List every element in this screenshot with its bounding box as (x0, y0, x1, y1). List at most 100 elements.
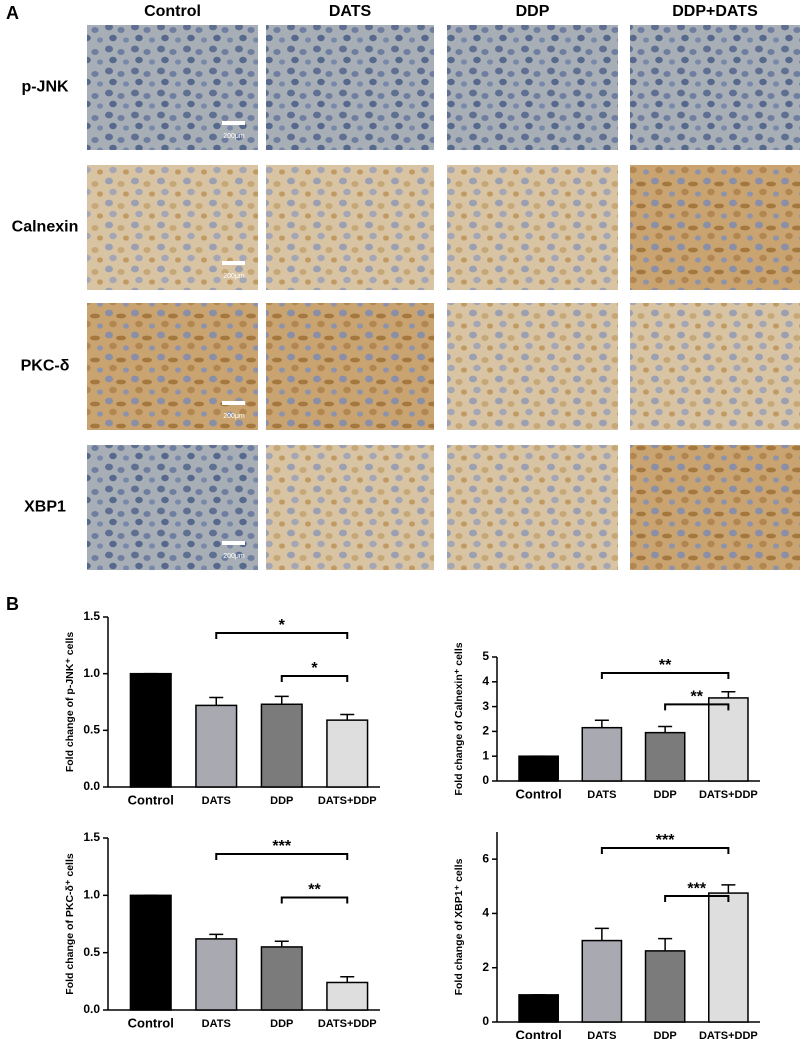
column-label: DATS (329, 3, 372, 20)
significance-label: ** (691, 689, 704, 706)
y-tick-label: 1.5 (83, 609, 100, 623)
x-tick-label: Control (516, 786, 562, 801)
significance-label: *** (656, 832, 675, 849)
micrograph (630, 25, 800, 150)
error-bar (721, 884, 736, 894)
bar (129, 672, 172, 788)
micrograph (87, 445, 258, 570)
y-tick-label: 2 (482, 724, 489, 738)
error-bar (209, 696, 224, 706)
significance-label: *** (687, 880, 706, 897)
x-tick-label: DATS (587, 789, 616, 801)
micrograph (266, 25, 434, 150)
error-bar (274, 940, 289, 947)
x-tick-label: Control (128, 792, 174, 807)
y-tick-label: 0 (482, 773, 489, 787)
x-tick-label: DATS (202, 795, 231, 807)
micrograph (630, 165, 800, 290)
micrograph (87, 165, 258, 290)
bar (581, 939, 623, 1023)
x-tick-label: DDP (270, 1018, 293, 1030)
bar (129, 894, 172, 1011)
panel-label: A (6, 3, 19, 23)
bar (644, 950, 686, 1023)
x-tick-label: Control (128, 1015, 174, 1030)
x-tick-label: DDP (654, 1030, 677, 1039)
bar (581, 726, 623, 782)
row-label: XBP1 (24, 499, 66, 516)
y-tick-label: 1.0 (83, 888, 100, 902)
error-bar (340, 713, 355, 721)
bar (518, 994, 559, 1023)
y-tick-label: 0.5 (83, 723, 100, 737)
x-tick-label: DATS+DDP (318, 795, 377, 807)
significance-bracket (280, 896, 349, 904)
x-tick-label: DDP (654, 789, 677, 801)
micrograph (630, 303, 800, 430)
y-tick-label: 0.5 (83, 945, 100, 959)
micrograph (87, 303, 258, 430)
significance-label: ** (659, 657, 672, 674)
micrograph (447, 445, 618, 570)
y-tick-label: 1 (482, 748, 489, 762)
bar (326, 981, 369, 1011)
bar (195, 938, 238, 1011)
scale-bar-label: 200μm (223, 553, 245, 560)
significance-label: * (311, 660, 318, 677)
x-tick-label: Control (516, 1027, 562, 1039)
micrograph (447, 25, 618, 150)
micrograph (447, 165, 618, 290)
y-tick-label: 2 (482, 960, 489, 974)
significance-bracket (215, 632, 349, 639)
bar (518, 755, 559, 782)
bar (708, 892, 749, 1023)
significance-bracket (664, 895, 730, 903)
y-tick-label: 0.0 (83, 779, 100, 793)
bar (260, 703, 303, 788)
y-axis-label: Fold change of Calnexin⁺ cells (453, 642, 465, 795)
micrograph (87, 25, 258, 150)
row-label: p-JNK (21, 79, 69, 96)
error-bar (594, 719, 609, 728)
bar (260, 946, 303, 1011)
significance-bracket (600, 847, 730, 854)
y-tick-label: 0.0 (83, 1002, 100, 1016)
error-bar (594, 927, 609, 941)
error-bar (658, 937, 673, 951)
micrograph (266, 303, 434, 430)
scale-bar-label: 200μm (223, 273, 245, 280)
error-bar (340, 975, 355, 983)
significance-bracket (280, 675, 349, 682)
bar (326, 719, 369, 788)
significance-bracket (664, 703, 730, 711)
x-tick-label: DATS+DDP (699, 1030, 758, 1039)
micrograph (447, 303, 618, 430)
error-bar (658, 725, 673, 733)
error-bar (721, 690, 736, 698)
error-bar (274, 695, 289, 705)
y-tick-label: 1.0 (83, 666, 100, 680)
significance-bracket (600, 672, 730, 679)
significance-label: * (279, 617, 286, 634)
micrograph (266, 165, 434, 290)
x-tick-label: DATS (587, 1030, 616, 1039)
micrograph (630, 445, 800, 570)
scale-bar-label: 200μm (223, 413, 245, 420)
y-tick-label: 3 (482, 699, 489, 713)
x-tick-label: DATS (202, 1018, 231, 1030)
x-tick-label: DDP (270, 795, 293, 807)
significance-label: *** (272, 838, 291, 855)
micrograph (266, 445, 434, 570)
x-tick-label: DATS+DDP (318, 1018, 377, 1030)
panel-label: B (6, 594, 19, 614)
bar (644, 731, 686, 782)
y-axis-label: Fold change of XBP1⁺ cells (453, 858, 465, 995)
significance-bracket (215, 853, 349, 860)
row-label: Calnexin (12, 219, 79, 236)
scale-bar-label: 200μm (223, 133, 245, 140)
y-tick-label: 5 (482, 649, 489, 663)
column-label: DDP+DATS (672, 3, 758, 20)
row-label: PKC-δ (21, 358, 70, 375)
y-tick-label: 6 (482, 851, 489, 865)
